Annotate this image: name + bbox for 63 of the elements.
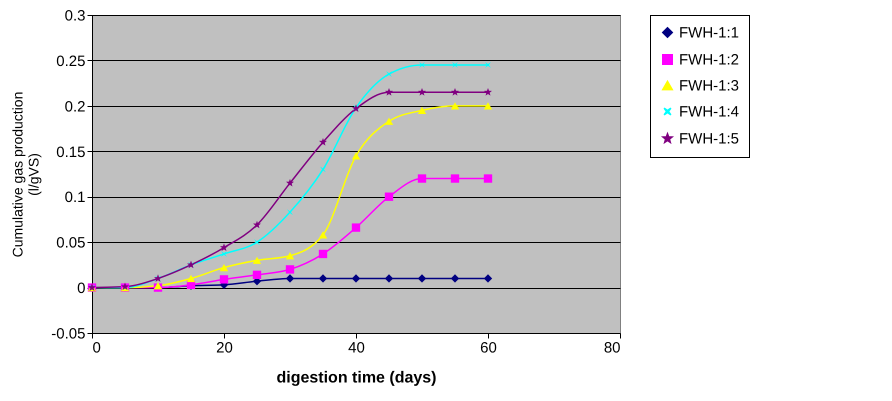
x-tick-label: 20 bbox=[216, 340, 233, 356]
point bbox=[286, 252, 294, 260]
y-axis-title: Cumulative gas production (l/gVS) bbox=[9, 92, 42, 258]
point bbox=[384, 118, 394, 125]
y-tick-label: 0.25 bbox=[56, 52, 86, 70]
point bbox=[286, 265, 294, 274]
point bbox=[186, 274, 196, 282]
point bbox=[220, 264, 228, 272]
point bbox=[485, 62, 491, 68]
point bbox=[452, 62, 458, 68]
y-tick-label: 0.1 bbox=[64, 189, 86, 206]
y-tick-label: -0.05 bbox=[51, 326, 86, 342]
point bbox=[286, 178, 294, 186]
point bbox=[253, 220, 261, 228]
x-axis-title: digestion time (days) bbox=[276, 370, 437, 386]
point bbox=[419, 62, 425, 68]
y-tick-label: 0.2 bbox=[64, 98, 86, 116]
point bbox=[352, 223, 360, 232]
point bbox=[320, 166, 326, 172]
legend-label: FWH-1:1 bbox=[679, 24, 739, 42]
point bbox=[418, 106, 426, 114]
y-tick-label: 0 bbox=[77, 280, 86, 298]
point bbox=[384, 274, 394, 283]
point bbox=[352, 152, 360, 160]
point bbox=[484, 102, 492, 110]
point bbox=[252, 270, 262, 280]
point bbox=[450, 174, 460, 183]
legend-label: FWH-1:4 bbox=[679, 104, 739, 120]
point bbox=[484, 274, 492, 283]
point bbox=[386, 71, 392, 78]
point bbox=[154, 282, 162, 290]
point bbox=[286, 274, 294, 283]
point bbox=[352, 274, 360, 283]
legend-label: FWH-1:5 bbox=[679, 130, 739, 148]
y-tick-label: 0.05 bbox=[56, 234, 86, 252]
point bbox=[418, 88, 426, 96]
x-tick-label: 40 bbox=[348, 340, 365, 356]
point bbox=[287, 209, 293, 216]
point bbox=[220, 243, 228, 251]
y-tick-label: 0.3 bbox=[64, 8, 86, 24]
legend-label: FWH-1:3 bbox=[679, 78, 739, 94]
x-tick-label: 60 bbox=[480, 340, 497, 356]
point bbox=[254, 239, 260, 246]
y-tick-label: 0.15 bbox=[56, 144, 86, 161]
point bbox=[418, 274, 426, 283]
point bbox=[484, 174, 492, 183]
point bbox=[385, 88, 393, 96]
point bbox=[318, 250, 328, 258]
point bbox=[484, 88, 492, 96]
point bbox=[384, 192, 394, 201]
x-tick-label: 80 bbox=[604, 340, 620, 356]
point bbox=[318, 274, 328, 283]
legend-label: FWH-1:2 bbox=[679, 52, 739, 68]
point bbox=[252, 256, 262, 264]
x-tick-label: 0 bbox=[92, 340, 101, 356]
point bbox=[450, 102, 460, 110]
point bbox=[220, 275, 228, 284]
point bbox=[221, 250, 227, 257]
point bbox=[451, 88, 459, 96]
point bbox=[318, 231, 328, 238]
point bbox=[319, 138, 327, 146]
point bbox=[418, 174, 426, 183]
point bbox=[450, 274, 460, 283]
